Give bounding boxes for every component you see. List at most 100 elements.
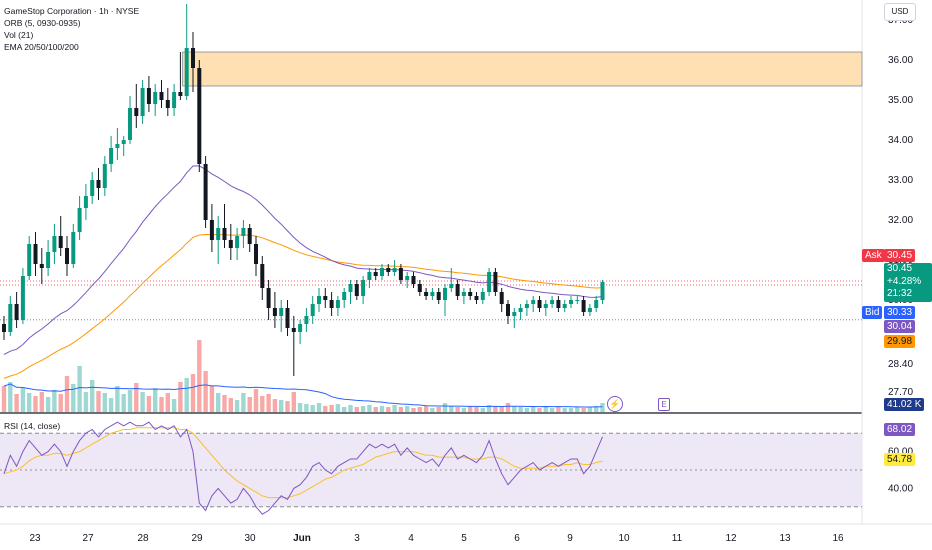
time-tick-label: 5	[461, 533, 467, 544]
candle-body	[247, 228, 252, 244]
candle-body	[128, 108, 132, 140]
bid-label: Bid	[862, 306, 883, 319]
chart-legend: GameStop Corporation · 1h · NYSE ORB (5,…	[4, 5, 139, 53]
lightning-icon[interactable]: ⚡	[607, 396, 623, 412]
candle-body	[115, 144, 120, 148]
volume-bar	[216, 393, 221, 412]
candle-body	[260, 264, 265, 288]
candle-body	[90, 180, 95, 196]
volume-bar	[108, 398, 114, 412]
candle-body	[109, 148, 114, 164]
volume-bar	[549, 408, 555, 412]
candle-body	[537, 300, 542, 308]
volume-bar	[279, 400, 284, 412]
last-price-tag: 30.45 +4.28% 21:32	[884, 263, 932, 302]
volume-bar	[468, 406, 473, 412]
volume-bar	[575, 407, 580, 412]
ema-purple-line	[3, 165, 603, 355]
candle-body	[77, 208, 82, 232]
candle-body	[373, 272, 378, 276]
candle-body	[146, 88, 151, 104]
candle-body	[272, 308, 277, 316]
candle-body	[587, 308, 592, 312]
rsi-indicator-label[interactable]: RSI (14, close)	[4, 421, 61, 431]
candle-body	[562, 304, 567, 308]
time-tick-label: 6	[514, 533, 520, 544]
candle-body	[499, 292, 504, 304]
volume-indicator-label[interactable]: Vol (21)	[4, 30, 34, 40]
volume-bar	[241, 393, 246, 412]
time-tick-label: 4	[408, 533, 414, 544]
symbol-title[interactable]: GameStop Corporation · 1h · NYSE	[4, 6, 140, 16]
volume-bar	[197, 340, 202, 412]
earnings-icon[interactable]: E	[658, 398, 670, 411]
volume-bar	[64, 376, 70, 412]
orb-indicator-label[interactable]: ORB (5, 0930-0935)	[4, 18, 81, 28]
ema-purple-tag: 30.04	[884, 320, 916, 333]
candle-body	[291, 328, 296, 332]
volume-bar	[449, 406, 454, 412]
candle-body	[335, 300, 340, 308]
volume-bar	[455, 407, 460, 412]
volume-bar	[600, 403, 605, 412]
candle-body	[58, 236, 63, 248]
candle-body	[102, 164, 107, 188]
candle-body	[172, 92, 177, 108]
volume-bar	[461, 408, 467, 412]
volume-bar	[52, 390, 57, 412]
candle-body	[20, 276, 25, 320]
candle-body	[279, 308, 284, 316]
volume-bar	[587, 407, 593, 412]
volume-bar	[411, 408, 416, 412]
volume-bar	[190, 374, 196, 412]
volume-bar	[266, 394, 271, 412]
time-tick-label: 28	[137, 533, 149, 544]
price-tick-label: 34.00	[888, 135, 913, 146]
candle-body	[531, 300, 536, 304]
volume-bar	[436, 407, 441, 412]
candle-body	[134, 108, 139, 116]
price-tick-label: 27.70	[888, 387, 913, 398]
candle-body	[65, 248, 69, 264]
candle-body	[543, 304, 548, 308]
volume-bar	[304, 404, 309, 412]
candle-body	[27, 244, 32, 276]
volume-bar	[33, 396, 38, 412]
volume-bar	[310, 405, 315, 412]
ema-indicator-label[interactable]: EMA 20/50/100/200	[4, 42, 79, 52]
volume-bar	[499, 407, 504, 412]
candle-body	[424, 292, 429, 296]
volume-bar	[474, 407, 479, 412]
candle-body	[512, 312, 517, 316]
volume-bar	[222, 395, 227, 412]
candle-body	[266, 288, 271, 308]
volume-bar	[518, 407, 523, 412]
time-tick-label: 29	[191, 533, 203, 544]
candle-body	[443, 288, 447, 300]
volume-bar	[102, 393, 107, 412]
candle-body	[493, 272, 498, 292]
volume-bar	[342, 407, 347, 412]
candle-body	[14, 304, 19, 320]
candle-body	[354, 284, 359, 296]
candle-body	[581, 300, 586, 312]
volume-bar	[234, 400, 240, 412]
volume-bar	[260, 396, 265, 412]
candle-body	[411, 276, 416, 284]
rsi-tick-label: 40.00	[888, 483, 913, 494]
volume-bar	[45, 397, 51, 412]
volume-bar	[115, 386, 120, 412]
time-tick-label: 12	[725, 533, 737, 544]
candle-body	[575, 300, 580, 301]
candle-body	[323, 296, 328, 300]
volume-bar	[581, 408, 586, 412]
candle-body	[140, 88, 145, 116]
bar-countdown: 21:32	[887, 288, 913, 299]
candle-body	[304, 316, 309, 324]
candle-body	[96, 180, 101, 188]
volume-bar	[524, 408, 530, 412]
candle-body	[39, 264, 44, 268]
candle-body	[159, 92, 164, 100]
currency-button[interactable]: USD	[884, 3, 916, 21]
